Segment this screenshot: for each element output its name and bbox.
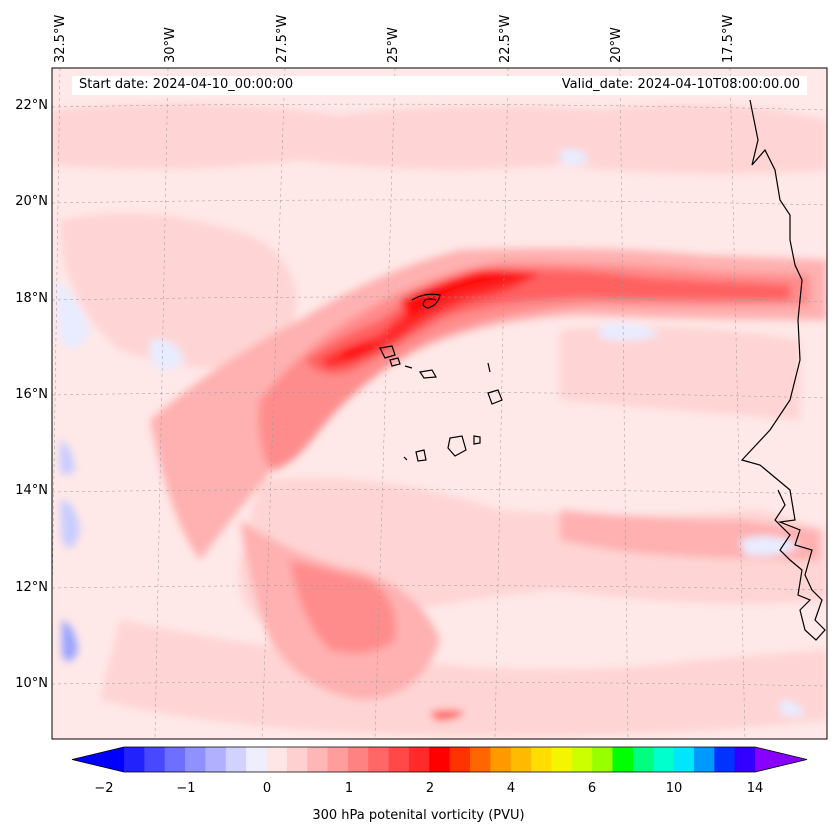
colorbar-swatch bbox=[327, 747, 349, 772]
lat-label-10n: 10°N bbox=[15, 676, 48, 691]
lon-label-27-5w: 27.5°W bbox=[275, 14, 290, 63]
date-banner bbox=[72, 76, 807, 95]
pv-contour-region bbox=[55, 280, 90, 348]
colorbar-swatch bbox=[449, 747, 471, 772]
coastline bbox=[379, 99, 826, 641]
colorbar-swatch bbox=[551, 747, 573, 772]
lon-label-30w: 30°W bbox=[163, 27, 178, 63]
colorbar-swatch bbox=[734, 747, 756, 772]
map-frame bbox=[51, 67, 828, 740]
colorbar-swatch bbox=[185, 747, 206, 772]
lat-label-22n: 22°N bbox=[15, 98, 48, 113]
colorbar-swatch bbox=[225, 747, 247, 772]
colorbar-swatch bbox=[347, 747, 369, 772]
pv-contour-region bbox=[150, 248, 827, 561]
pv-contour-region bbox=[430, 710, 465, 721]
graticule bbox=[52, 68, 827, 739]
colorbar-swatch bbox=[673, 747, 695, 772]
colorbar-swatch bbox=[286, 747, 308, 772]
colorbar-swatch bbox=[205, 747, 227, 772]
lat-label-20n: 20°N bbox=[15, 194, 48, 209]
colorbar-extend-max bbox=[755, 747, 807, 772]
colorbar-swatch bbox=[429, 747, 451, 772]
lat-label-18n: 18°N bbox=[15, 291, 48, 306]
colorbar-swatch bbox=[490, 747, 512, 772]
lon-label-22-5w: 22.5°W bbox=[498, 14, 513, 63]
colorbar-outline bbox=[71, 746, 808, 773]
pv-contour-region bbox=[150, 339, 185, 370]
colorbar bbox=[71, 746, 808, 773]
lat-label-12n: 12°N bbox=[15, 580, 48, 595]
colorbar-swatch bbox=[510, 747, 532, 772]
pv-contour-region bbox=[600, 323, 660, 341]
colorbar-swatch bbox=[714, 747, 736, 772]
colorbar-swatch bbox=[653, 747, 675, 772]
pv-contour-region bbox=[60, 440, 75, 475]
colorbar-swatch bbox=[571, 747, 593, 772]
lat-label-14n: 14°N bbox=[15, 483, 48, 498]
colorbar-swatch bbox=[388, 747, 410, 772]
pv-contour-region bbox=[62, 620, 78, 662]
colorbar-tick: 0 bbox=[262, 781, 272, 796]
pv-field bbox=[52, 68, 827, 739]
colorbar-tick: 4 bbox=[506, 781, 516, 796]
pv-contour-region bbox=[560, 326, 800, 420]
lon-label-17-5w: 17.5°W bbox=[721, 14, 736, 63]
colorbar-tick: 2 bbox=[425, 781, 435, 796]
colorbar-tick: 14 bbox=[746, 781, 764, 796]
colorbar-swatch bbox=[164, 747, 186, 772]
pv-contour-region bbox=[740, 536, 800, 557]
colorbar-swatch bbox=[531, 747, 552, 772]
pv-contour-region bbox=[780, 700, 805, 717]
colorbar-swatch bbox=[693, 747, 715, 772]
colorbar-swatch bbox=[266, 747, 288, 772]
pv-contour-region bbox=[560, 148, 590, 166]
colorbar-title: 300 hPa potenital vorticity (PVU) bbox=[312, 808, 525, 823]
colorbar-tick: 10 bbox=[665, 781, 683, 796]
colorbar-swatch bbox=[246, 747, 267, 772]
colorbar-tick: −2 bbox=[94, 781, 114, 796]
pv-contour-region bbox=[60, 500, 80, 548]
colorbar-extend-min bbox=[72, 747, 124, 772]
pv-contour-region bbox=[400, 269, 530, 320]
lon-label-32-5w: 32.5°W bbox=[53, 14, 68, 63]
colorbar-swatch bbox=[124, 747, 145, 772]
lon-label-20w: 20°W bbox=[609, 27, 624, 63]
lat-label-16n: 16°N bbox=[15, 387, 48, 402]
colorbar-swatch bbox=[612, 747, 634, 772]
pv-contour-region bbox=[320, 271, 540, 368]
pv-contour-region bbox=[340, 342, 375, 360]
pv-contour-region bbox=[60, 213, 296, 368]
colorbar-tick: −1 bbox=[176, 781, 196, 796]
valid-date-label: Valid_date: 2024-04-10T08:00:00.00 bbox=[561, 77, 800, 92]
colorbar-swatch bbox=[144, 747, 166, 772]
colorbar-swatch bbox=[632, 747, 654, 772]
colorbar-tick: 1 bbox=[344, 781, 354, 796]
colorbar-swatch bbox=[470, 747, 491, 772]
lon-label-25w: 25°W bbox=[386, 27, 401, 63]
colorbar-swatch bbox=[592, 747, 614, 772]
pv-contour-region bbox=[290, 560, 396, 654]
colorbar-swatch bbox=[307, 747, 329, 772]
colorbar-swatch bbox=[408, 747, 430, 772]
start-date-label: Start date: 2024-04-10_00:00:00 bbox=[79, 77, 294, 92]
colorbar-tick: 6 bbox=[587, 781, 597, 796]
colorbar-swatch bbox=[368, 747, 390, 772]
pv-contour-region bbox=[52, 103, 827, 174]
